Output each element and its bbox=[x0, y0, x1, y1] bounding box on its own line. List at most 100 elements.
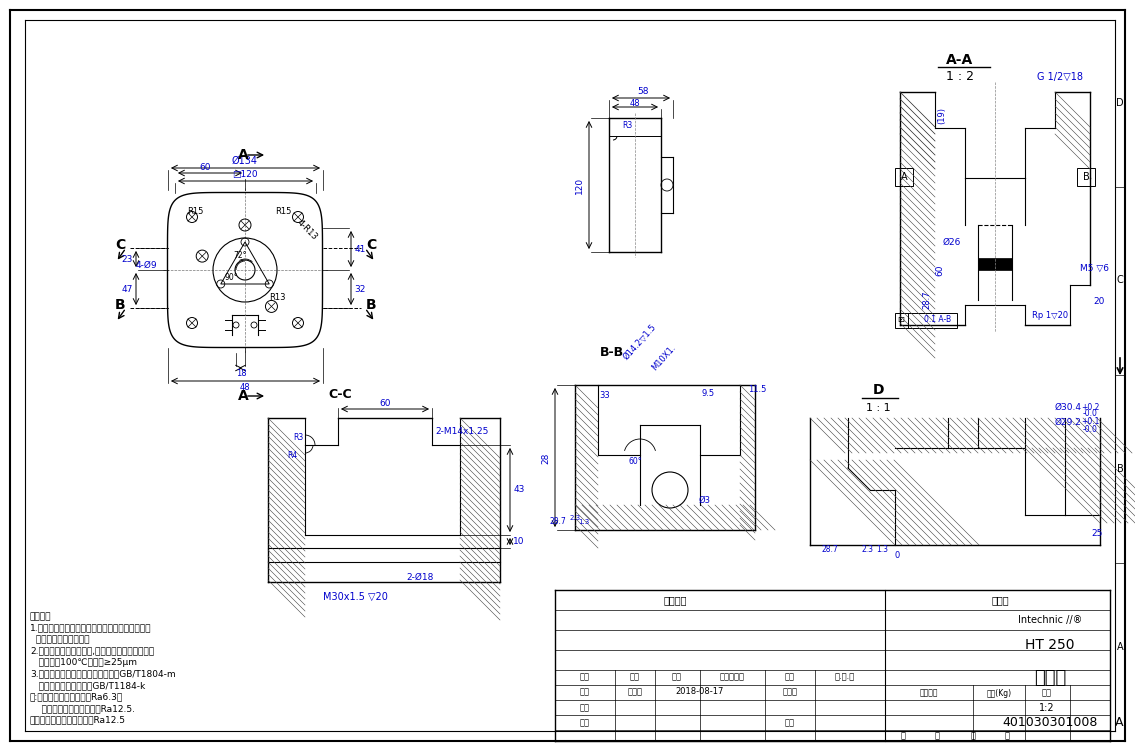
Text: Ø134: Ø134 bbox=[232, 156, 258, 166]
Text: 23: 23 bbox=[121, 255, 133, 264]
Text: 1 : 1: 1 : 1 bbox=[866, 403, 890, 413]
Text: 分区: 分区 bbox=[672, 672, 682, 681]
Text: 25: 25 bbox=[1092, 529, 1103, 538]
Text: 1.3: 1.3 bbox=[579, 519, 589, 525]
Text: 后端盖: 后端盖 bbox=[1034, 669, 1066, 687]
Text: 60°: 60° bbox=[628, 457, 641, 466]
Text: 3.要求加工面未注线性尺寸的公差按GB/T1804-m: 3.要求加工面未注线性尺寸的公差按GB/T1804-m bbox=[30, 669, 176, 678]
Text: D: D bbox=[1116, 98, 1124, 108]
Text: 共: 共 bbox=[900, 731, 906, 740]
Text: 2.3: 2.3 bbox=[570, 515, 581, 521]
Text: 48: 48 bbox=[630, 98, 640, 107]
Text: 60: 60 bbox=[935, 264, 944, 276]
Text: 张: 张 bbox=[934, 731, 940, 740]
Text: R3: R3 bbox=[622, 122, 632, 131]
Text: -0.0: -0.0 bbox=[1083, 424, 1098, 433]
Text: 0: 0 bbox=[894, 550, 900, 559]
Text: C-C: C-C bbox=[328, 388, 352, 402]
Text: 401030301008: 401030301008 bbox=[1002, 716, 1098, 729]
Text: 1.铸件表面平滑美观，铸件不允许有贯通性气孔、: 1.铸件表面平滑美观，铸件不允许有贯通性气孔、 bbox=[30, 623, 151, 632]
Text: 全部加工孔表面粗糙度为Ra12.5.: 全部加工孔表面粗糙度为Ra12.5. bbox=[30, 704, 135, 713]
Text: 1.3: 1.3 bbox=[876, 545, 888, 554]
Text: 32: 32 bbox=[354, 285, 365, 294]
Bar bbox=[978, 258, 1012, 270]
Bar bbox=[896, 168, 913, 186]
Text: B-B: B-B bbox=[600, 345, 624, 358]
Text: 58: 58 bbox=[637, 86, 649, 95]
Text: 表面裂纹、夹渣等缺陷: 表面裂纹、夹渣等缺陷 bbox=[30, 635, 90, 644]
Text: B: B bbox=[365, 298, 377, 312]
Text: 47: 47 bbox=[121, 285, 133, 294]
Text: Rp 1▽20: Rp 1▽20 bbox=[1032, 310, 1068, 319]
Text: 比例: 比例 bbox=[1042, 689, 1052, 698]
Text: 处数: 处数 bbox=[630, 672, 640, 681]
Text: 2.3: 2.3 bbox=[861, 545, 874, 554]
Text: 28.7: 28.7 bbox=[923, 291, 932, 309]
Text: Ø26: Ø26 bbox=[943, 237, 961, 246]
Text: 批准: 批准 bbox=[785, 719, 794, 728]
Text: 2018-08-17: 2018-08-17 bbox=[675, 687, 724, 696]
Text: 涂层耐温100℃，厚度≥25μm: 涂层耐温100℃，厚度≥25μm bbox=[30, 658, 137, 667]
Text: 审核: 审核 bbox=[580, 704, 590, 713]
Text: B: B bbox=[1083, 172, 1090, 182]
Text: 28: 28 bbox=[541, 452, 550, 463]
Text: 28.7: 28.7 bbox=[822, 545, 839, 554]
Text: 订单号: 订单号 bbox=[991, 595, 1009, 605]
Text: 90°: 90° bbox=[225, 273, 238, 282]
Text: 张: 张 bbox=[1004, 731, 1009, 740]
Text: 60: 60 bbox=[200, 164, 211, 173]
Text: 标记: 标记 bbox=[580, 672, 590, 681]
Text: M5 ▽6: M5 ▽6 bbox=[1081, 264, 1110, 273]
Text: Ø30.4: Ø30.4 bbox=[1054, 403, 1082, 412]
Text: 物料代号: 物料代号 bbox=[663, 595, 687, 605]
Text: A: A bbox=[1115, 716, 1124, 729]
Text: 不去除材料的表面粗糙度为Ra12.5: 不去除材料的表面粗糙度为Ra12.5 bbox=[30, 716, 126, 725]
Text: Ø14.2▽1.5: Ø14.2▽1.5 bbox=[622, 322, 658, 361]
Text: A: A bbox=[901, 172, 907, 182]
Text: 形状和位置未注公差按GB/T1184-k: 形状和位置未注公差按GB/T1184-k bbox=[30, 681, 145, 690]
Text: 4-R13: 4-R13 bbox=[295, 218, 319, 242]
Text: A: A bbox=[237, 148, 249, 162]
Text: (19): (19) bbox=[938, 107, 947, 123]
Text: 工艺: 工艺 bbox=[580, 719, 590, 728]
Text: 11.5: 11.5 bbox=[748, 385, 766, 394]
Text: 41: 41 bbox=[354, 245, 365, 254]
Text: HT 250: HT 250 bbox=[1025, 638, 1075, 652]
Text: Ø29.2: Ø29.2 bbox=[1054, 418, 1082, 427]
Text: +0.1: +0.1 bbox=[1081, 418, 1099, 427]
Text: G 1/2▽18: G 1/2▽18 bbox=[1037, 72, 1083, 82]
Text: 周树辉: 周树辉 bbox=[628, 687, 642, 696]
Text: 年.月.日: 年.月.日 bbox=[835, 672, 855, 681]
Text: 1 : 2: 1 : 2 bbox=[945, 71, 974, 83]
Text: 4-Ø9: 4-Ø9 bbox=[135, 261, 157, 270]
Text: R3: R3 bbox=[293, 433, 303, 442]
Text: 阶段标记: 阶段标记 bbox=[919, 689, 939, 698]
Text: 注:全部螺纹表面粗糙度为Ra6.3，: 注:全部螺纹表面粗糙度为Ra6.3， bbox=[30, 692, 124, 701]
Text: 0.1 A-B: 0.1 A-B bbox=[924, 315, 951, 324]
Text: 33: 33 bbox=[599, 391, 611, 400]
Text: C: C bbox=[115, 238, 125, 252]
Text: R13: R13 bbox=[269, 294, 285, 303]
Text: Intechnic //®: Intechnic //® bbox=[1018, 615, 1082, 625]
Text: 28.7: 28.7 bbox=[549, 517, 566, 526]
Text: B: B bbox=[115, 298, 125, 312]
Text: A: A bbox=[237, 389, 249, 403]
Text: 18: 18 bbox=[236, 369, 246, 379]
Text: A: A bbox=[1117, 642, 1124, 652]
Text: R4: R4 bbox=[287, 451, 297, 460]
Text: 重量(Kg): 重量(Kg) bbox=[986, 689, 1011, 698]
Text: D: D bbox=[873, 383, 884, 397]
Text: A-A: A-A bbox=[947, 53, 974, 67]
Text: 标准化: 标准化 bbox=[782, 687, 798, 696]
Text: M10X1.: M10X1. bbox=[650, 343, 678, 372]
Text: □120: □120 bbox=[233, 170, 258, 179]
Text: B: B bbox=[1117, 464, 1124, 474]
Text: 48: 48 bbox=[239, 382, 251, 391]
Text: 1:2: 1:2 bbox=[1040, 703, 1054, 713]
Text: 签名: 签名 bbox=[785, 672, 794, 681]
Text: 60: 60 bbox=[379, 399, 390, 408]
Text: 20: 20 bbox=[1093, 297, 1104, 306]
Text: ⊡: ⊡ bbox=[898, 315, 905, 324]
Text: Ø3: Ø3 bbox=[699, 496, 711, 505]
Bar bbox=[896, 313, 957, 328]
